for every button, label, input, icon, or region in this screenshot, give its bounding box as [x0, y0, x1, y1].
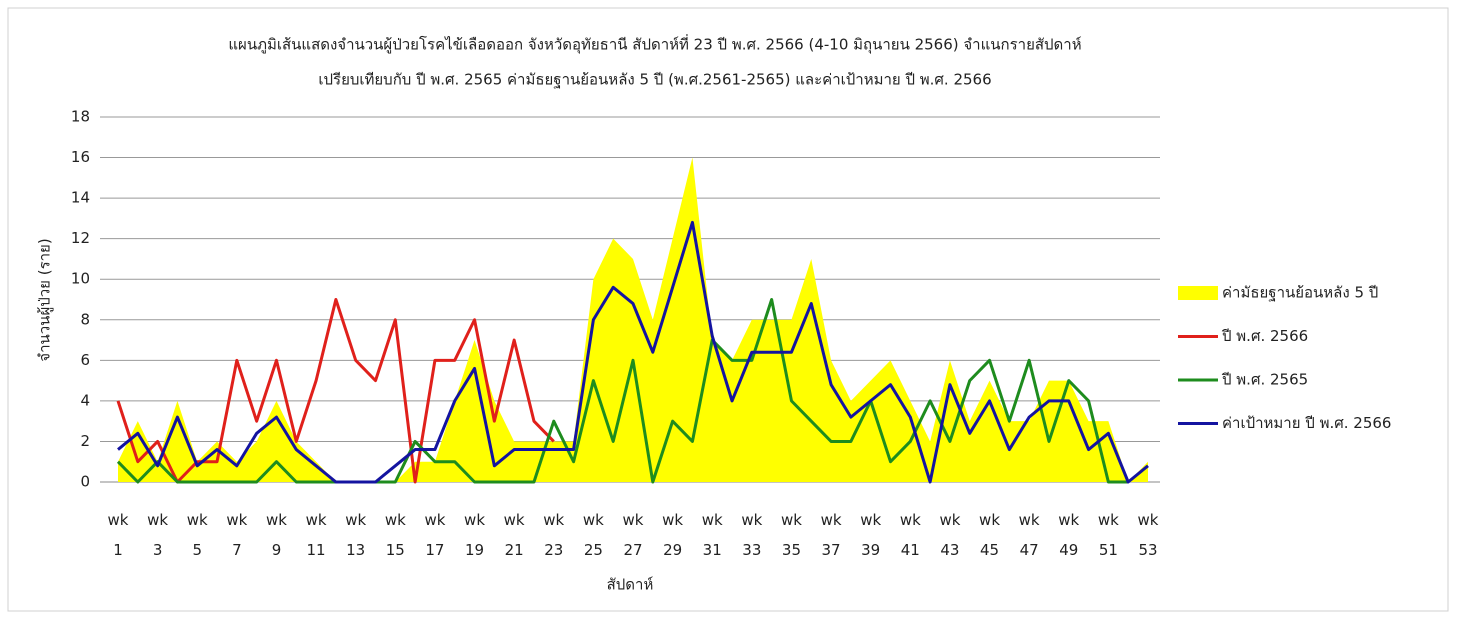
legend-label: ปี พ.ศ. 2566	[1221, 327, 1308, 345]
y-tick-label: 6	[80, 351, 90, 369]
y-tick-label: 4	[80, 391, 90, 409]
y-tick-label: 8	[80, 310, 90, 328]
chart-title: แผนภูมิเส้นแสดงจำนวนผู้ป่วยโรคไข้เลือดออ…	[228, 34, 1081, 55]
y-tick-label: 14	[71, 189, 90, 207]
chart-frame	[7, 7, 1449, 612]
legend-swatch	[1178, 286, 1218, 300]
x-tick-label: wk 25	[583, 511, 604, 559]
x-tick-label: wk 17	[424, 511, 445, 559]
legend-label: ค่ามัธยฐานย้อนหลัง 5 ปี	[1222, 284, 1378, 302]
line	[116, 298, 555, 484]
x-tick-label: wk 21	[504, 511, 525, 559]
x-tick-label: wk 35	[781, 511, 802, 559]
y-tick-label: 0	[80, 473, 90, 491]
x-axis-label: สัปดาห์	[607, 576, 654, 594]
x-tick-label: wk 15	[385, 511, 406, 559]
x-tick-label: wk 27	[623, 511, 644, 559]
x-tick-label: wk 1	[108, 511, 129, 559]
x-tick-label: wk 47	[1019, 511, 1040, 559]
x-tick-label: wk 43	[939, 511, 960, 559]
x-tick-label: wk 51	[1098, 511, 1119, 559]
y-tick-label: 16	[71, 148, 90, 166]
x-tick-label: wk 39	[860, 511, 881, 559]
area	[118, 157, 1148, 483]
x-tick-label: wk 41	[900, 511, 921, 559]
y-axis-label: จำนวนผู้ป่วย (ราย)	[36, 238, 54, 361]
x-tick-label: wk 19	[464, 511, 485, 559]
x-tick-label: wk 11	[306, 511, 327, 559]
x-tick-label: wk 37	[821, 511, 842, 559]
x-tick-label: wk 45	[979, 511, 1000, 559]
x-tick-label: wk 33	[741, 511, 762, 559]
y-tick-label: 18	[71, 108, 90, 126]
x-tick-label: wk 9	[266, 511, 287, 559]
y-tick-label: 10	[71, 270, 90, 288]
line	[117, 220, 1149, 484]
x-tick-label: wk 13	[345, 511, 366, 559]
x-tick-label: wk 29	[662, 511, 683, 559]
chart-title: เปรียบเทียบกับ ปี พ.ศ. 2565 ค่ามัธยฐานย้…	[318, 71, 991, 89]
legend-label: ปี พ.ศ. 2565	[1221, 371, 1308, 389]
x-tick-label: wk 31	[702, 511, 723, 559]
x-tick-label: wk 23	[543, 511, 564, 559]
x-tick-label: wk 5	[187, 511, 208, 559]
x-tick-label: wk 49	[1058, 511, 1079, 559]
legend-label: ค่าเป้าหมาย ปี พ.ศ. 2566	[1222, 414, 1391, 432]
y-tick-label: 2	[80, 432, 90, 450]
x-tick-label: wk 3	[147, 511, 168, 559]
x-tick-label: wk 7	[226, 511, 247, 559]
y-tick-label: 12	[71, 229, 90, 247]
x-tick-label: wk 53	[1138, 511, 1159, 559]
